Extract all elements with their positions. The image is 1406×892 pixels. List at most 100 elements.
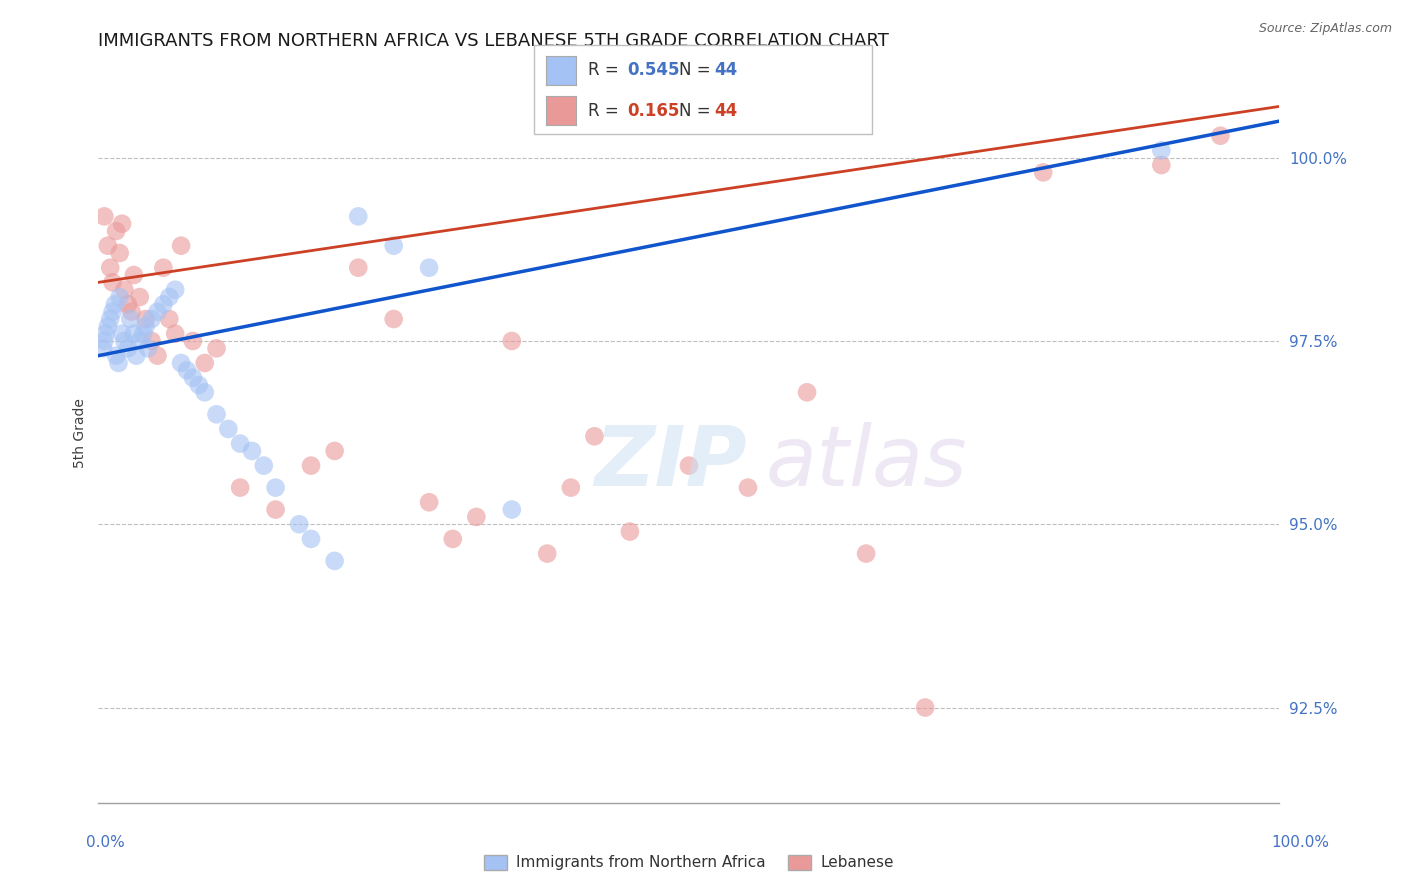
Point bbox=[181, 370, 204, 384]
Point bbox=[299, 532, 322, 546]
Point bbox=[323, 444, 346, 458]
Point bbox=[112, 283, 135, 297]
Point bbox=[141, 334, 163, 348]
Point bbox=[98, 260, 121, 275]
Point bbox=[914, 700, 936, 714]
Point bbox=[108, 290, 131, 304]
Point bbox=[619, 524, 641, 539]
Point bbox=[347, 260, 370, 275]
Text: Source: ZipAtlas.com: Source: ZipAtlas.com bbox=[1258, 22, 1392, 36]
Point bbox=[157, 312, 180, 326]
Point bbox=[347, 210, 370, 224]
Point bbox=[111, 217, 134, 231]
Point bbox=[536, 547, 558, 561]
Point bbox=[122, 268, 145, 282]
Point bbox=[288, 517, 311, 532]
Point bbox=[141, 312, 163, 326]
Point bbox=[170, 356, 193, 370]
Text: 44: 44 bbox=[714, 62, 738, 79]
Point bbox=[194, 385, 217, 400]
Point bbox=[93, 210, 115, 224]
Point bbox=[98, 312, 121, 326]
Point bbox=[94, 326, 117, 341]
Text: N =: N = bbox=[679, 62, 716, 79]
Point bbox=[1150, 144, 1173, 158]
Point bbox=[108, 246, 131, 260]
Point bbox=[229, 481, 252, 495]
Point bbox=[264, 502, 287, 516]
Point bbox=[560, 481, 582, 495]
Point bbox=[170, 238, 193, 252]
Point bbox=[122, 326, 145, 341]
Point bbox=[165, 326, 187, 341]
Point bbox=[97, 238, 120, 252]
Point bbox=[382, 312, 405, 326]
Point bbox=[105, 349, 128, 363]
Point bbox=[1032, 165, 1054, 179]
Point bbox=[132, 326, 155, 341]
Point bbox=[135, 319, 157, 334]
Point bbox=[93, 334, 115, 348]
Y-axis label: 5th Grade: 5th Grade bbox=[73, 398, 87, 467]
Point bbox=[176, 363, 198, 377]
Point bbox=[152, 297, 174, 311]
Point bbox=[441, 532, 464, 546]
Point bbox=[323, 554, 346, 568]
Text: 44: 44 bbox=[714, 102, 738, 120]
Legend: Immigrants from Northern Africa, Lebanese: Immigrants from Northern Africa, Lebanes… bbox=[478, 849, 900, 877]
Point bbox=[382, 238, 405, 252]
Point bbox=[101, 304, 124, 318]
Point bbox=[240, 444, 263, 458]
Point bbox=[146, 304, 169, 318]
Point bbox=[501, 334, 523, 348]
Point bbox=[146, 349, 169, 363]
Point bbox=[165, 283, 187, 297]
Text: R =: R = bbox=[588, 62, 624, 79]
Point bbox=[91, 341, 114, 355]
Point bbox=[117, 341, 139, 355]
Text: R =: R = bbox=[588, 102, 624, 120]
Point bbox=[737, 481, 759, 495]
Point bbox=[796, 385, 818, 400]
Text: 100.0%: 100.0% bbox=[1271, 836, 1330, 850]
Point bbox=[105, 224, 128, 238]
Point bbox=[187, 378, 209, 392]
Point bbox=[1150, 158, 1173, 172]
Point bbox=[264, 481, 287, 495]
Text: 0.545: 0.545 bbox=[627, 62, 679, 79]
Point bbox=[205, 341, 228, 355]
Point bbox=[125, 349, 148, 363]
Text: 0.0%: 0.0% bbox=[86, 836, 125, 850]
Point bbox=[418, 495, 440, 509]
Point bbox=[1209, 128, 1232, 143]
Point bbox=[117, 297, 139, 311]
Point bbox=[136, 341, 159, 355]
Point bbox=[120, 312, 142, 326]
Point bbox=[501, 502, 523, 516]
Point bbox=[678, 458, 700, 473]
Text: IMMIGRANTS FROM NORTHERN AFRICA VS LEBANESE 5TH GRADE CORRELATION CHART: IMMIGRANTS FROM NORTHERN AFRICA VS LEBAN… bbox=[98, 32, 890, 50]
Point bbox=[205, 407, 228, 421]
Point bbox=[229, 436, 252, 450]
Point bbox=[253, 458, 276, 473]
Point bbox=[157, 290, 180, 304]
Point bbox=[121, 304, 143, 318]
Point bbox=[111, 326, 134, 341]
Point bbox=[128, 290, 150, 304]
Point bbox=[181, 334, 204, 348]
Text: 0.165: 0.165 bbox=[627, 102, 679, 120]
Point bbox=[418, 260, 440, 275]
Point bbox=[465, 510, 488, 524]
Point bbox=[194, 356, 217, 370]
Point bbox=[112, 334, 135, 348]
Point bbox=[128, 334, 150, 348]
Point bbox=[135, 312, 157, 326]
Point bbox=[104, 297, 127, 311]
Point bbox=[101, 276, 124, 290]
Point bbox=[152, 260, 174, 275]
Text: atlas: atlas bbox=[766, 422, 967, 503]
Point bbox=[97, 319, 120, 334]
Point bbox=[855, 547, 877, 561]
Text: N =: N = bbox=[679, 102, 716, 120]
Point bbox=[299, 458, 322, 473]
